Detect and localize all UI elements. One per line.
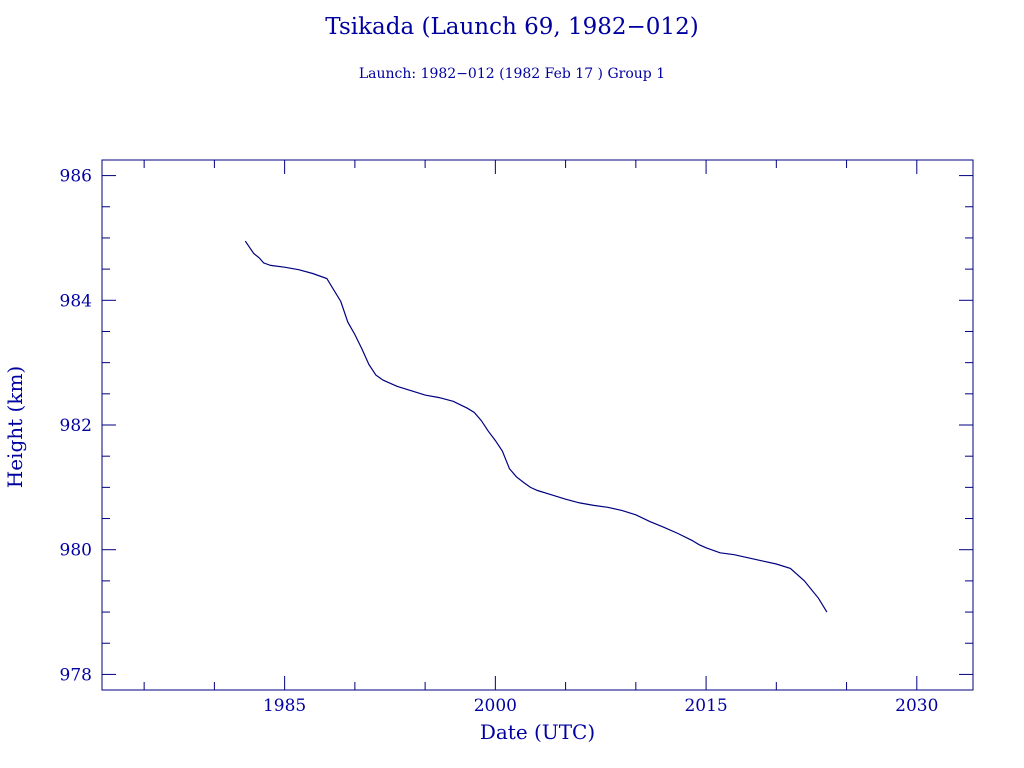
x-axis-label: Date (UTC) bbox=[480, 720, 595, 744]
tick-marks bbox=[102, 160, 973, 690]
x-tick-label: 2030 bbox=[895, 696, 938, 716]
y-axis-label: Height (km) bbox=[3, 366, 27, 488]
y-tick-label: 986 bbox=[60, 167, 92, 187]
x-tick-label: 2015 bbox=[684, 696, 727, 716]
y-tick-label: 982 bbox=[60, 416, 92, 436]
y-tick-label: 984 bbox=[60, 291, 92, 311]
chart-title: Tsikada (Launch 69, 1982−012) bbox=[325, 14, 699, 40]
y-tick-labels: 978 980 982 984 986 bbox=[60, 167, 92, 686]
x-tick-labels: 1985 2000 2015 2030 bbox=[263, 696, 938, 716]
y-tick-label: 980 bbox=[60, 541, 92, 561]
x-tick-label: 2000 bbox=[474, 696, 517, 716]
x-tick-label: 1985 bbox=[263, 696, 306, 716]
plot-frame bbox=[101, 159, 974, 691]
height-series-line bbox=[244, 240, 828, 613]
chart-subtitle: Launch: 1982−012 (1982 Feb 17 ) Group 1 bbox=[358, 66, 666, 82]
y-tick-label: 978 bbox=[60, 665, 92, 685]
